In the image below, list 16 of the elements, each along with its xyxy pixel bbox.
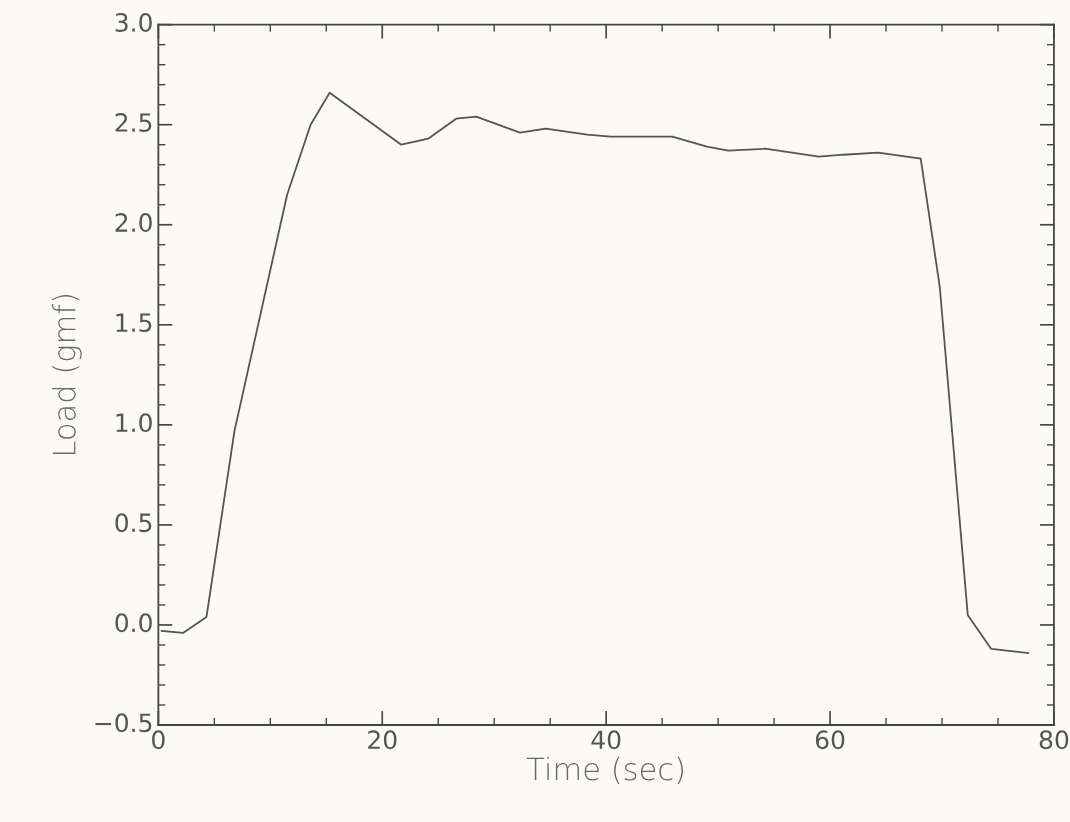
y-tick-label: 2.5	[115, 113, 152, 132]
y-tick-label: 2.0	[115, 213, 152, 233]
x-tick-label: 60	[815, 730, 845, 750]
y-tick-label: 3.0	[115, 13, 152, 32]
y-axis-title: Load (gmf)	[52, 295, 82, 454]
x-axis-title: Time (sec)	[526, 756, 683, 785]
y-tick-label: −0.5	[95, 713, 152, 733]
y-tick-label: 0.0	[115, 613, 152, 633]
y-tick-label: 0.5	[115, 513, 152, 533]
x-tick-label: 40	[591, 730, 621, 750]
y-tick-label: 1.0	[116, 413, 152, 433]
x-tick-label: 0	[152, 730, 165, 750]
y-tick-label: 1.5	[116, 313, 152, 333]
x-tick-label: 20	[368, 730, 397, 750]
x-tick-label: 80	[1039, 730, 1069, 750]
line-series	[160, 91, 1030, 654]
